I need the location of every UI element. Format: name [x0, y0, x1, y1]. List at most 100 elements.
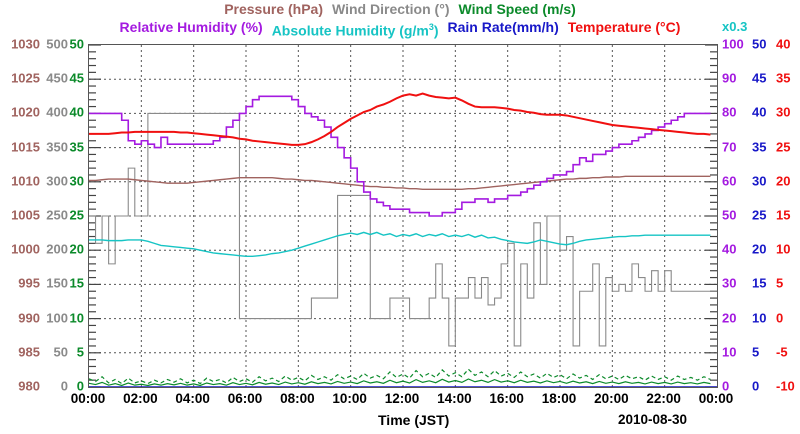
axis-tick-label: 60 — [722, 173, 737, 189]
axis-tick-label: 300 — [46, 173, 68, 189]
axis-tick-label: 10 — [776, 241, 791, 257]
axis-tick-label: 35 — [752, 139, 767, 155]
axis-tick-label: 25 — [776, 139, 791, 155]
axis-tick-label: 250 — [46, 207, 68, 223]
axis-tick-label: -10 — [776, 378, 795, 394]
axis-tick-label: 1025 — [11, 70, 40, 86]
axis-tick-label: 40 — [722, 241, 737, 257]
axis-tick-label: 10 — [69, 310, 84, 326]
series-absolute-humidity — [89, 231, 711, 258]
axis-tick-label: 5 — [776, 275, 784, 291]
series-relative-humidity — [89, 95, 711, 217]
legend-item-relative-humidity: Relative Humidity (%) — [119, 19, 263, 35]
x-axis-tick-label: 18:00 — [541, 391, 577, 406]
axis-tick-label: 5 — [76, 344, 84, 360]
axis-tick-label: 40 — [69, 104, 84, 120]
legend-abs-hum-text: Absolute Humidity (g/m — [271, 22, 429, 39]
axis-tick-label: -5 — [776, 344, 788, 360]
axis-tick-label: 40 — [752, 104, 767, 120]
axis-tick-label: 40 — [776, 36, 791, 52]
x-axis-tick-label: 12:00 — [384, 391, 420, 406]
x-axis-date: 2010-08-30 — [618, 412, 688, 427]
series-wind-direction — [89, 112, 717, 347]
axis-tick-label: 1010 — [11, 173, 40, 189]
axis-tick-label: 400 — [46, 104, 68, 120]
axis-tick-label: 45 — [69, 70, 84, 86]
axis-tick-label: 985 — [18, 344, 40, 360]
axis-tick-label: 20 — [752, 241, 767, 257]
axis-tick-label: 150 — [46, 275, 68, 291]
axis-labels-wind-direction: 500 450 400 350 300 250 200 150 100 50 0 — [42, 38, 68, 393]
axis-tick-label: 10 — [722, 344, 737, 360]
x-axis-tick-label: 04:00 — [175, 391, 210, 406]
legend-item-absolute-humidity: Absolute Humidity (g/m3) — [272, 19, 439, 39]
x-axis-tick-label: 10:00 — [332, 391, 367, 406]
legend-abs-hum-superscript: 3 — [428, 22, 434, 32]
axis-tick-label: 0 — [776, 310, 784, 326]
axis-tick-label: 15 — [752, 275, 767, 291]
legend-item-wind-direction: Wind Direction (°) — [332, 1, 450, 17]
chart-legend: Pressure (hPa) Wind Direction (°) Wind S… — [0, 0, 800, 39]
legend-item-wind-speed: Wind Speed (m/s) — [458, 1, 576, 17]
axis-tick-label: 990 — [18, 310, 40, 326]
legend-item-temperature: Temperature (°C) — [567, 19, 681, 35]
axis-tick-label: 30 — [752, 173, 767, 189]
axis-tick-label: 0 — [722, 378, 730, 394]
plot-svg — [89, 45, 717, 387]
axis-labels-rain-rate: 50 45 40 35 30 25 20 15 10 5 0 — [752, 38, 776, 393]
axis-tick-label: 15 — [776, 207, 791, 223]
axis-tick-label: 1005 — [11, 207, 40, 223]
axis-tick-label: 25 — [69, 207, 84, 223]
axis-labels-temperature: 40 35 30 25 20 15 10 5 0 -5 -10 — [776, 38, 800, 393]
axis-tick-label: 45 — [752, 70, 767, 86]
x-axis-tick-label: 22:00 — [646, 391, 681, 406]
axis-labels-pressure: 1030 1025 1020 1015 1010 1005 1000 995 990 985 980 — [2, 38, 40, 393]
axis-tick-label: 35 — [776, 70, 791, 86]
axis-tick-label: 0 — [76, 378, 84, 394]
axis-tick-label: 200 — [46, 241, 68, 257]
axis-tick-label: 15 — [69, 275, 84, 291]
axis-tick-label: 1015 — [11, 139, 40, 155]
axis-tick-label: 30 — [776, 104, 791, 120]
axis-tick-label: 80 — [722, 104, 737, 120]
axis-tick-label: 35 — [69, 139, 84, 155]
axis-tick-label: 20 — [69, 241, 84, 257]
x-axis-tick-label: 20:00 — [594, 391, 629, 406]
legend-row-1: Pressure (hPa) Wind Direction (°) Wind S… — [0, 0, 800, 17]
series-pressure — [89, 175, 711, 191]
series-wind-speed — [89, 368, 711, 385]
axis-tick-label: 30 — [69, 173, 84, 189]
axis-labels-wind-speed: 50 45 40 35 30 25 20 15 10 5 0 — [60, 38, 84, 393]
legend-item-pressure: Pressure (hPa) — [224, 1, 324, 17]
axis-tick-label: 5 — [752, 344, 760, 360]
axis-tick-label: 1020 — [11, 104, 40, 120]
x-axis-tick-label: 14:00 — [437, 391, 472, 406]
x-axis-tick-label: 00:00 — [698, 391, 734, 406]
axis-tick-label: 350 — [46, 139, 68, 155]
axis-tick-label: 980 — [18, 378, 40, 394]
axis-tick-label: 0 — [60, 378, 68, 394]
axis-tick-label: 1030 — [11, 36, 40, 52]
axis-tick-label: 50 — [722, 207, 737, 223]
series-wind-speed-solid — [89, 378, 711, 387]
legend-abs-hum-tail: ) — [433, 22, 439, 39]
axis-tick-label: 0 — [752, 378, 760, 394]
axis-tick-label: 500 — [46, 36, 68, 52]
axis-tick-label: 100 — [46, 310, 68, 326]
axis-tick-label: 50 — [752, 36, 767, 52]
axis-tick-label: 20 — [722, 310, 737, 326]
axis-tick-label: 995 — [18, 275, 40, 291]
axis-tick-label: 25 — [752, 207, 767, 223]
x-axis-tick-label: 16:00 — [489, 391, 524, 406]
axis-tick-label: 50 — [53, 344, 68, 360]
axis-labels-relative-humidity: 100 90 80 70 60 50 40 30 20 10 0 — [722, 38, 748, 393]
legend-row-2: Relative Humidity (%) Absolute Humidity … — [0, 17, 800, 39]
x-axis-title: Time (JST) — [378, 412, 450, 428]
x-axis-tick-label: 08:00 — [280, 391, 315, 406]
axis-tick-label: 90 — [722, 70, 737, 86]
scale-note: x0.3 — [722, 19, 748, 34]
axis-tick-label: 30 — [722, 275, 737, 291]
axis-tick-label: 10 — [752, 310, 767, 326]
axis-tick-label: 70 — [722, 139, 737, 155]
